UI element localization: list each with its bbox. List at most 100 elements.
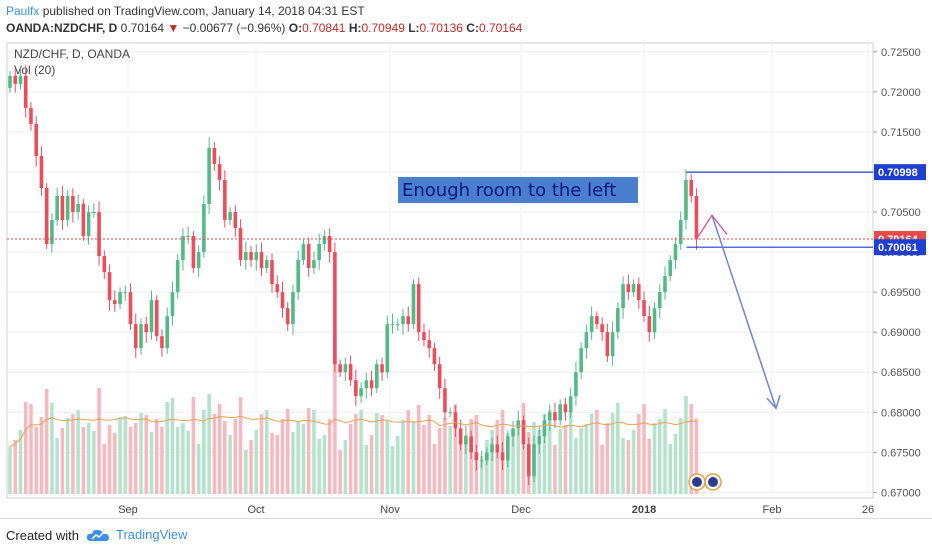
candle [595,316,599,325]
candle [181,236,185,261]
candle [65,196,70,221]
candle [338,364,342,373]
tradingview-logo[interactable]: TradingView [86,527,188,542]
volume-bar [60,428,65,494]
candle [280,292,285,309]
candle [406,316,411,325]
candle [584,332,589,349]
candle [490,444,494,453]
candle [516,420,521,429]
candle [568,396,573,413]
volume-bar [338,450,342,494]
candle [217,163,222,180]
volume-bar [574,438,578,494]
volume-bar [238,397,243,494]
candle [427,340,431,349]
volume-bar [118,417,122,494]
candle [464,436,468,445]
volume-bar [364,445,369,494]
volume-bar [123,416,128,494]
candle [296,260,300,293]
candle [60,196,65,221]
candle [458,428,463,445]
volume-bar [395,436,400,494]
volume-bar [401,420,405,494]
volume-bar [657,419,662,494]
candle [102,256,107,273]
volume-bar [13,440,18,494]
candle [364,380,369,389]
candle [401,316,405,325]
candle [385,324,390,373]
candle [684,179,688,221]
volume-bar [443,418,447,494]
volume-bar [322,435,327,494]
candle [275,284,280,293]
candle [642,300,646,317]
candle [133,324,138,349]
price-chart[interactable]: 0.725000.720000.715000.710000.705000.700… [0,40,932,518]
price-label-box [874,164,926,181]
publish-info: Paulfx published on TradingView.com, Jan… [6,4,365,18]
volume-bar [249,440,253,494]
annotation-box [398,177,638,203]
volume-bar [280,419,285,494]
ohlc-line: OANDA:NZDCHF, D 0.70164 ▼ −0.00677 (−0.9… [6,21,522,35]
volume-bar [589,414,594,494]
volume-bar [301,424,306,494]
candle [55,196,59,221]
volume-bar [29,404,33,494]
candle [170,292,175,317]
volume-bar [511,435,515,494]
candle [526,444,531,477]
volume-bar [291,432,295,494]
candle [270,260,274,285]
chart-title: NZD/CHF, D, OANDA [14,47,130,61]
candle [144,324,149,333]
volume-bar [663,409,667,494]
volume-bar [385,420,390,494]
candle [610,332,615,357]
volume-bar [228,435,232,494]
open-value: 0.70841 [302,21,346,35]
volume-bar [170,398,175,494]
volume-bar [390,446,395,494]
volume-bar [579,428,583,494]
volume-bar [485,440,489,494]
volume-bar [558,429,562,494]
chart-header: Paulfx published on TradingView.com, Jan… [0,0,932,40]
candle [291,292,295,325]
volume-bar [432,444,437,494]
symbol-label: OANDA:NZDCHF, D [6,21,118,35]
candle [678,220,683,245]
x-tick-label: Dec [511,504,531,516]
candle [81,204,86,237]
candle [395,324,400,326]
volume-bar [217,404,222,494]
candle [306,244,311,269]
low-value: 0.70136 [419,21,463,35]
candle [553,412,557,421]
author-link[interactable]: Paulfx [6,4,40,18]
candle [8,75,12,88]
volume-bar [458,439,463,494]
candle [354,380,358,397]
volume-bar [369,435,374,494]
volume-bar [416,405,421,494]
y-tick-label: 0.72000 [881,87,921,99]
volume-bar [275,435,280,494]
candle [600,324,604,333]
candle [139,324,143,349]
volume-bar [23,402,28,494]
candle [657,292,662,309]
volume-bar [678,418,683,494]
x-tick-label: 26 [862,504,874,516]
candle [390,324,395,326]
volume-bar [605,423,610,494]
volume-bar [584,424,589,494]
projection-path [695,214,728,240]
volume-bar [181,423,185,494]
high-label: H: [348,21,362,35]
volume-bar [270,433,274,494]
candle [605,332,610,357]
